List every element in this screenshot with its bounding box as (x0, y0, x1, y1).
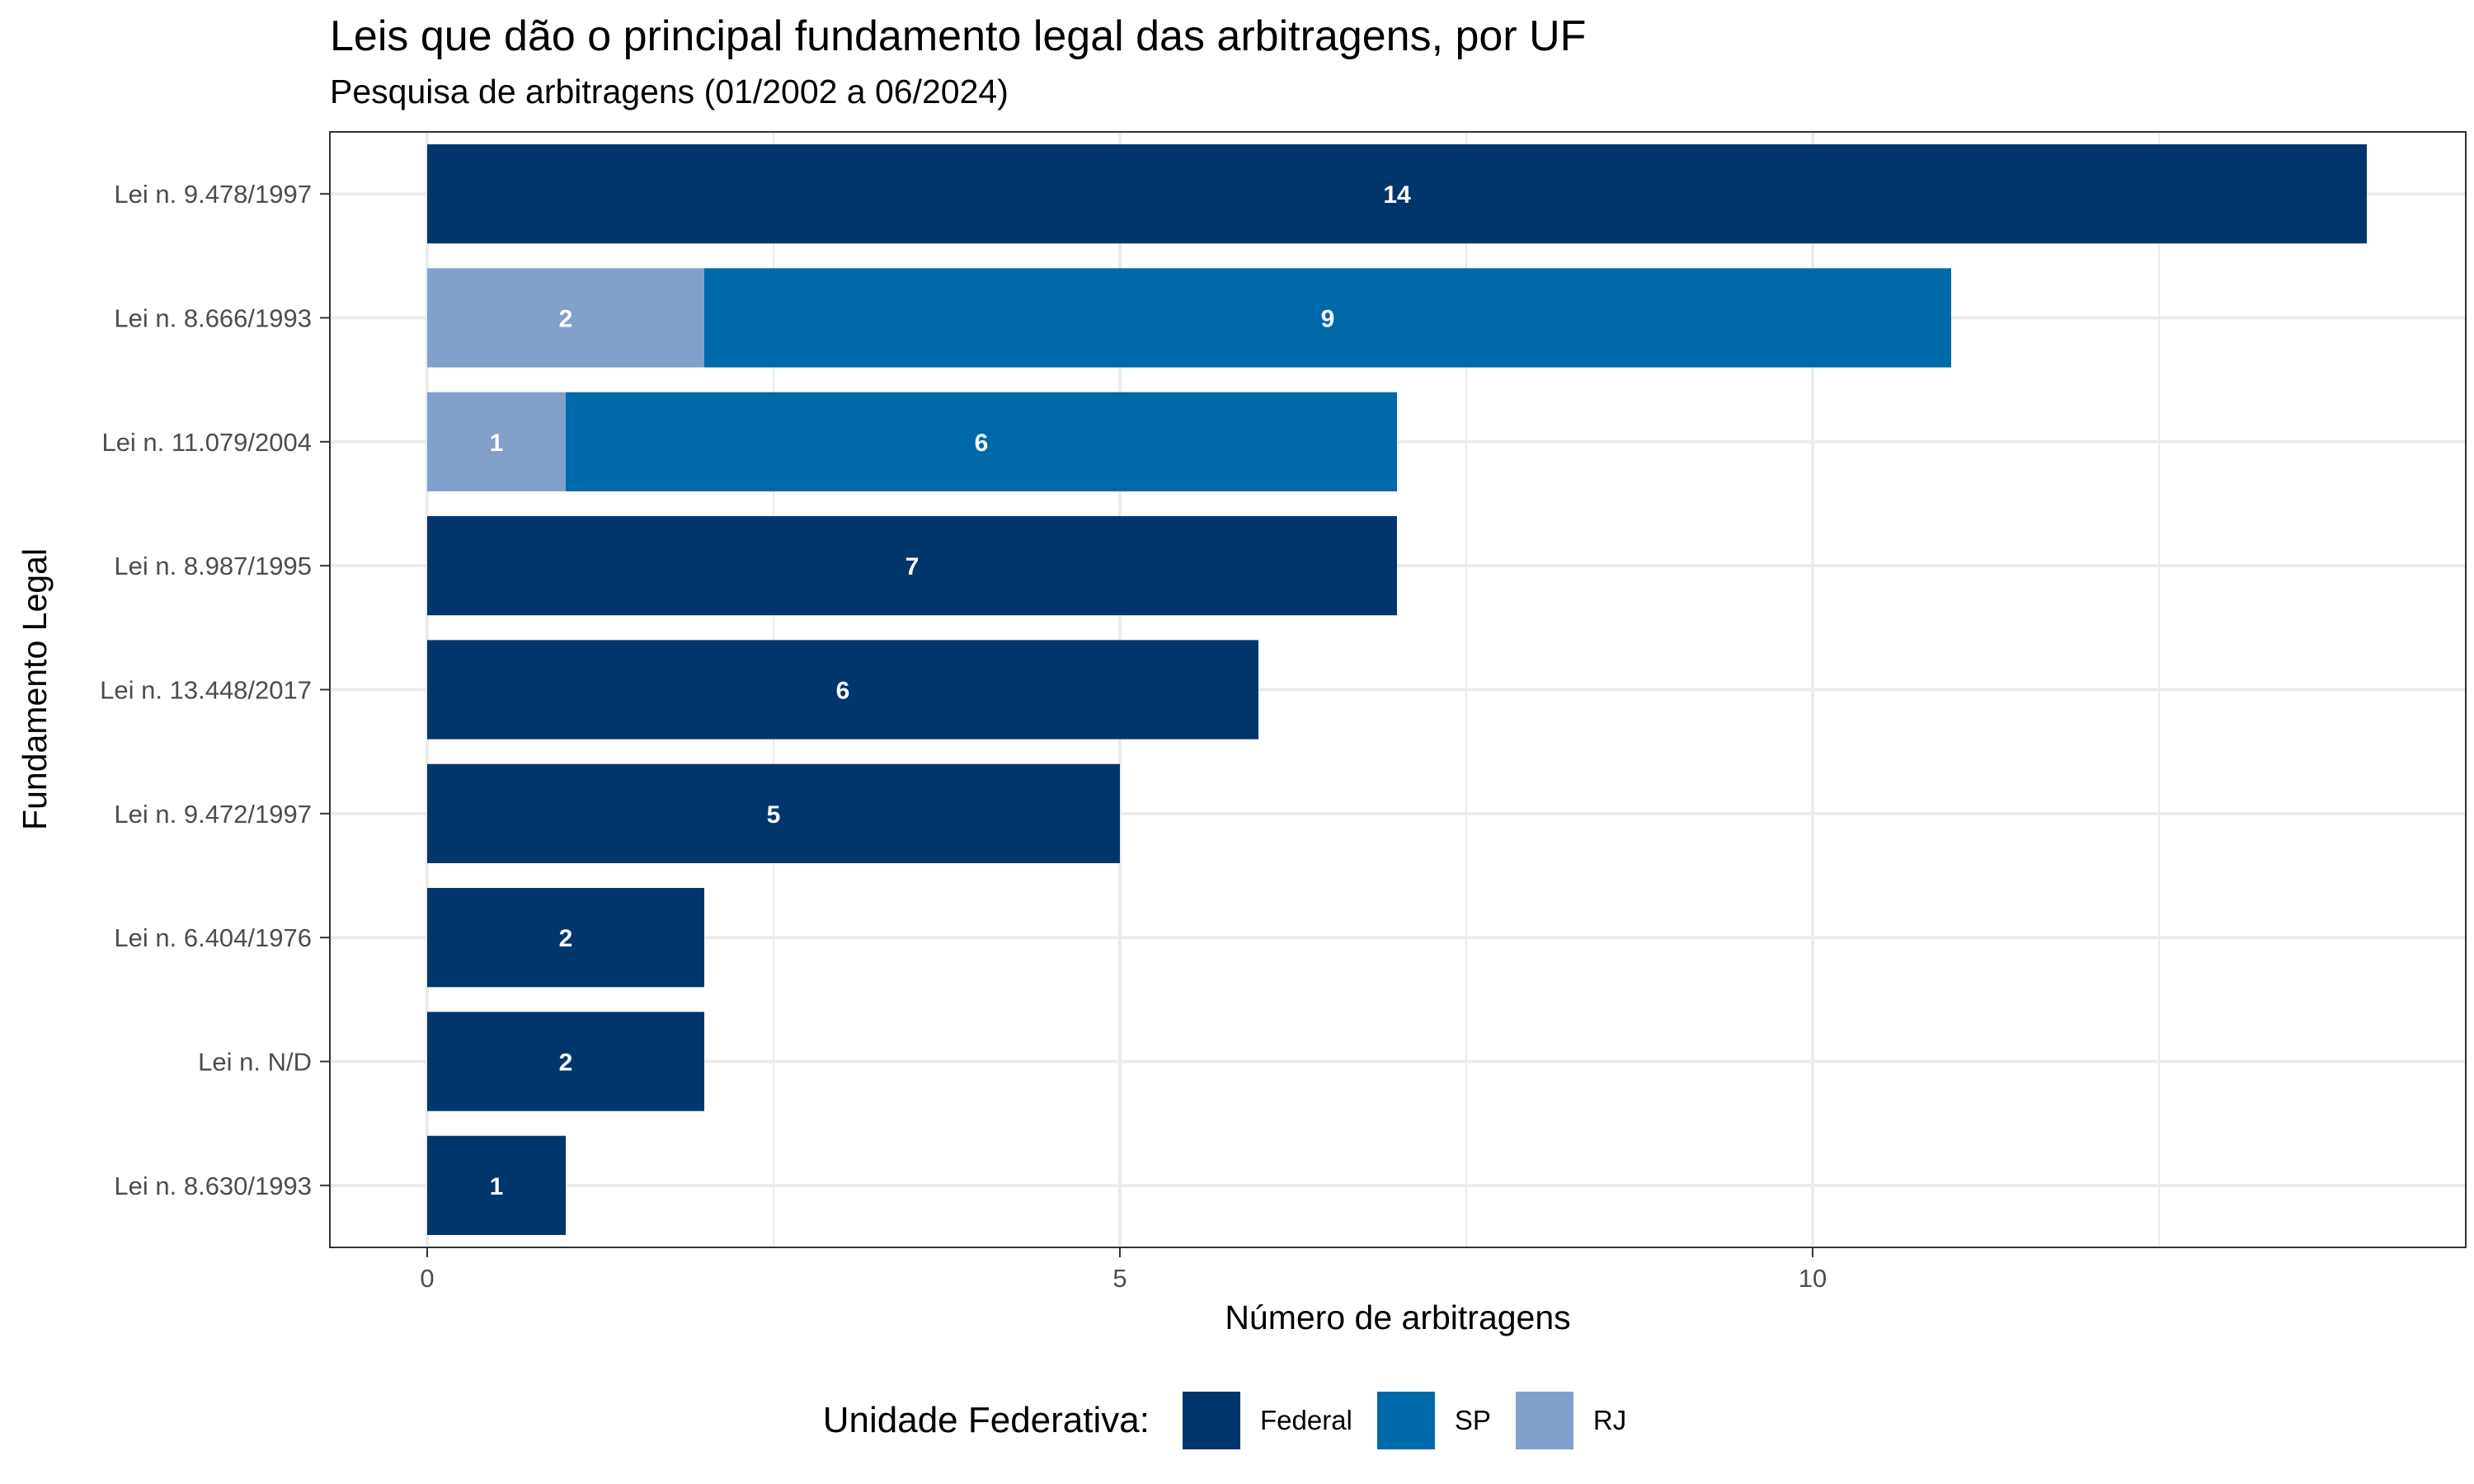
bar-value-label: 1 (490, 1173, 504, 1200)
bar-value-label: 5 (767, 801, 781, 829)
y-tick-label: Lei n. 11.079/2004 (101, 428, 312, 457)
y-tick-label: Lei n. 9.472/1997 (114, 800, 312, 829)
bar-sp (566, 392, 1397, 491)
x-axis-label: Número de arbitragens (1225, 1298, 1570, 1336)
y-tick-label: Lei n. 8.666/1993 (114, 304, 312, 333)
bar-value-label: 7 (905, 553, 920, 580)
legend-label-sp: SP (1454, 1405, 1491, 1435)
bar-rj (427, 268, 704, 368)
y-tick-label: Lei n. 9.478/1997 (114, 180, 312, 209)
y-tick-label: Lei n. N/D (198, 1048, 312, 1077)
bar-value-label: 2 (559, 306, 573, 333)
bar-value-label: 2 (559, 925, 573, 952)
bar-sp (704, 268, 1951, 368)
legend-key-sp (1376, 1392, 1435, 1449)
bar-federal (427, 1135, 566, 1235)
bar-federal (427, 640, 1258, 740)
bar-value-label: 2 (559, 1050, 573, 1077)
legend-title: Unidade Federativa: (822, 1400, 1150, 1440)
chart-title: Leis que dão o principal fundamento lega… (330, 12, 1587, 60)
y-tick-label: Lei n. 13.448/2017 (100, 676, 312, 705)
chart-subtitle: Pesquisa de arbitragens (01/2002 a 06/20… (330, 73, 1009, 110)
y-axis-label: Fundamento Legal (16, 548, 54, 830)
bar-value-label: 6 (975, 430, 989, 457)
bar-rj (427, 392, 566, 491)
legend-item-rj: RJ (1515, 1392, 1627, 1449)
bar-federal (427, 144, 2367, 244)
bar-federal (427, 1012, 704, 1111)
legend-item-sp: SP (1376, 1392, 1491, 1449)
bar-federal (427, 516, 1397, 616)
axes: Lei n. 9.478/1997 Lei n. 8.666/1993 Lei n.… (100, 180, 1827, 1293)
x-tick-label: 5 (1112, 1264, 1126, 1293)
y-tick-label: Lei n. 8.630/1993 (114, 1172, 312, 1200)
legend-label-federal: Federal (1259, 1405, 1352, 1435)
x-tick-label: 10 (1799, 1264, 1827, 1293)
legend-key-federal (1182, 1392, 1240, 1449)
legend-key-rj (1515, 1392, 1573, 1449)
legend: Unidade Federativa: Federal SP RJ (0, 1392, 2474, 1449)
legend-label-rj: RJ (1592, 1405, 1627, 1435)
x-tick-label: 0 (420, 1264, 434, 1293)
bar-value-label: 9 (1321, 306, 1335, 333)
bar-federal (427, 763, 1120, 863)
y-tick-label: Lei n. 8.987/1995 (114, 552, 312, 580)
bar-value-label: 14 (1383, 181, 1411, 209)
legend-item-federal: Federal (1182, 1392, 1352, 1449)
bar-federal (427, 888, 704, 988)
y-tick-label: Lei n. 6.404/1976 (114, 923, 312, 952)
bar-value-label: 1 (490, 430, 504, 457)
bar-value-label: 6 (836, 678, 850, 705)
